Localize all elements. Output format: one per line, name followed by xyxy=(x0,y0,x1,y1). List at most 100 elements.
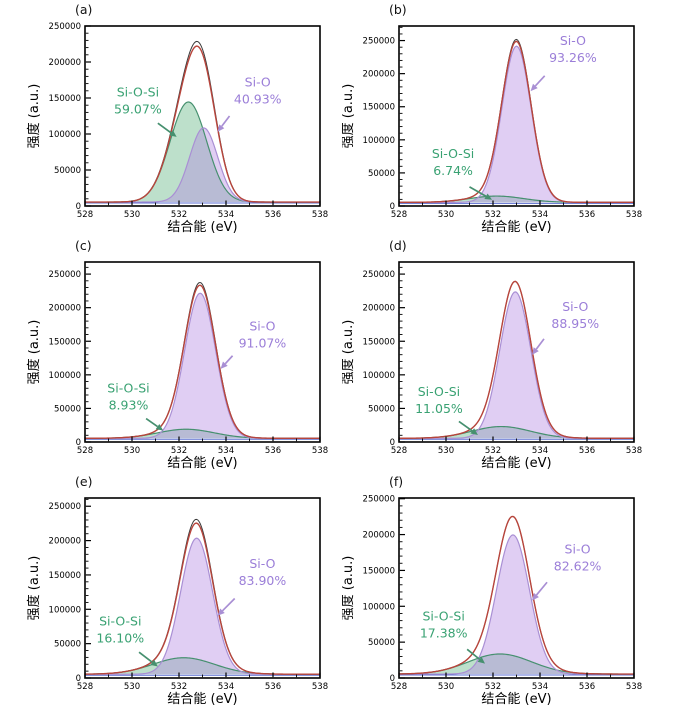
panel-f-chart: 0 50000 100000 150000 200000 250000 528 530 532 5… xyxy=(342,472,684,708)
x-tick-label: 538 xyxy=(626,210,642,220)
annotation-arrow-line xyxy=(535,338,545,350)
y-tick-label: 100000 xyxy=(49,605,81,615)
axes-frame xyxy=(84,497,321,679)
annotation-arrow-line xyxy=(221,597,236,612)
envelope-curve xyxy=(398,515,634,675)
y-tick-label: 250000 xyxy=(363,495,395,505)
x-axis-title: 结合能 (eV) xyxy=(481,692,551,707)
envelope-curve xyxy=(398,280,634,440)
y-tick-label: 200000 xyxy=(49,58,81,68)
spectrum-plot: 0 50000 100000 150000 200000 250000 528 530 532 5… xyxy=(0,472,342,708)
annotation-arrow-line xyxy=(534,75,546,87)
si-o-si-fill xyxy=(85,657,320,675)
x-tick-label: 534 xyxy=(532,446,548,456)
y-axis-title: 强度 (a.u.) xyxy=(342,84,356,149)
x-axis-title: 结合能 (eV) xyxy=(481,456,551,471)
annotation-arrow-line xyxy=(535,581,548,596)
annotation-arrow-line xyxy=(469,186,487,197)
x-tick-label: 536 xyxy=(265,210,281,220)
axes-frame xyxy=(398,497,635,679)
spectrum-plot: 0 50000 100000 150000 200000 250000 528 530 532 5… xyxy=(342,0,684,236)
x-tick-label: 528 xyxy=(77,446,93,456)
x-tick-label: 534 xyxy=(532,682,548,692)
si-o-si-fill xyxy=(85,101,320,203)
si-o-si-fill xyxy=(399,426,634,439)
annotation-label: 16.10% xyxy=(96,630,144,645)
annotation-label: 40.93% xyxy=(234,91,282,106)
y-tick-label: 150000 xyxy=(363,103,395,113)
panel-letter: (c) xyxy=(75,238,92,253)
y-tick-label: 150000 xyxy=(363,566,395,576)
si-o-si-fill xyxy=(399,653,634,675)
annotation-label: Si-O xyxy=(565,542,591,557)
y-tick-label: 200000 xyxy=(363,531,395,541)
y-axis-title: 强度 (a.u.) xyxy=(26,84,42,149)
annotation-arrowhead xyxy=(169,130,177,137)
x-tick-label: 530 xyxy=(124,682,140,692)
annotation-arrowhead xyxy=(220,361,228,369)
panel-a-chart: 0 50000 100000 150000 200000 250000 528 530 532 5… xyxy=(0,0,342,236)
axes-frame xyxy=(398,25,635,207)
annotation-arrowhead xyxy=(217,124,225,132)
y-tick-label: 100000 xyxy=(49,130,81,140)
x-tick-label: 530 xyxy=(438,210,454,220)
x-axis-title: 结合能 (eV) xyxy=(167,692,237,707)
x-tick-label: 530 xyxy=(124,210,140,220)
y-tick-label: 0 xyxy=(390,202,395,212)
annotation-label: 83.90% xyxy=(239,573,287,588)
y-tick-label: 50000 xyxy=(368,404,395,414)
spectrum-plot: 0 50000 100000 150000 200000 250000 528 530 532 5… xyxy=(0,0,342,236)
y-tick-label: 50000 xyxy=(54,166,81,176)
panel-background xyxy=(0,472,342,708)
x-axis-title: 结合能 (eV) xyxy=(167,456,237,471)
si-o-fill xyxy=(399,534,634,675)
si-o-fill xyxy=(85,538,320,675)
x-tick-label: 528 xyxy=(391,446,407,456)
annotation-label: Si-O-Si xyxy=(432,146,474,161)
x-tick-label: 528 xyxy=(77,210,93,220)
x-tick-label: 536 xyxy=(265,446,281,456)
y-tick-label: 200000 xyxy=(363,70,395,80)
x-tick-label: 532 xyxy=(485,210,501,220)
annotation-label: Si-O-Si xyxy=(107,380,149,395)
annotation-arrow-line xyxy=(145,417,159,428)
y-tick-label: 250000 xyxy=(49,22,81,32)
si-o-fill xyxy=(399,291,634,439)
annotation-label: 82.62% xyxy=(554,559,602,574)
y-tick-label: 50000 xyxy=(54,640,81,650)
panel-letter: (d) xyxy=(389,238,407,253)
y-tick-label: 250000 xyxy=(49,502,81,512)
si-o-fill xyxy=(85,127,320,203)
y-axis-title: 强度 (a.u.) xyxy=(342,320,356,385)
y-tick-label: 100000 xyxy=(363,602,395,612)
x-tick-label: 532 xyxy=(485,682,501,692)
panel-letter: (e) xyxy=(75,474,92,489)
y-tick-label: 150000 xyxy=(49,571,81,581)
x-tick-label: 532 xyxy=(485,446,501,456)
annotation-arrowhead xyxy=(150,659,158,667)
annotation-label: 8.93% xyxy=(109,397,149,412)
annotation-label: 88.95% xyxy=(551,316,599,331)
x-tick-label: 530 xyxy=(124,446,140,456)
y-tick-label: 50000 xyxy=(54,404,81,414)
panel-background xyxy=(0,236,342,472)
x-tick-label: 532 xyxy=(171,446,187,456)
annotation-label: 59.07% xyxy=(114,102,162,117)
x-tick-label: 534 xyxy=(218,682,234,692)
panel-letter: (f) xyxy=(389,474,403,489)
annotation-label: Si-O-Si xyxy=(117,85,159,100)
panel-c-chart: 0 50000 100000 150000 200000 250000 528 530 532 5… xyxy=(0,236,342,472)
y-tick-label: 150000 xyxy=(49,94,81,104)
annotation-arrow-line xyxy=(224,355,234,365)
panel-letter: (b) xyxy=(389,2,407,17)
annotation-arrow-line xyxy=(157,122,172,134)
annotation-label: 6.74% xyxy=(433,163,473,178)
y-tick-label: 250000 xyxy=(49,270,81,280)
y-tick-label: 0 xyxy=(76,674,81,684)
panel-b-chart: 0 50000 100000 150000 200000 250000 528 530 532 5… xyxy=(342,0,684,236)
annotation-label: Si-O xyxy=(562,299,588,314)
panel-e-chart: 0 50000 100000 150000 200000 250000 528 530 532 5… xyxy=(0,472,342,708)
annotation-arrowhead xyxy=(155,423,164,431)
x-tick-label: 538 xyxy=(312,210,328,220)
